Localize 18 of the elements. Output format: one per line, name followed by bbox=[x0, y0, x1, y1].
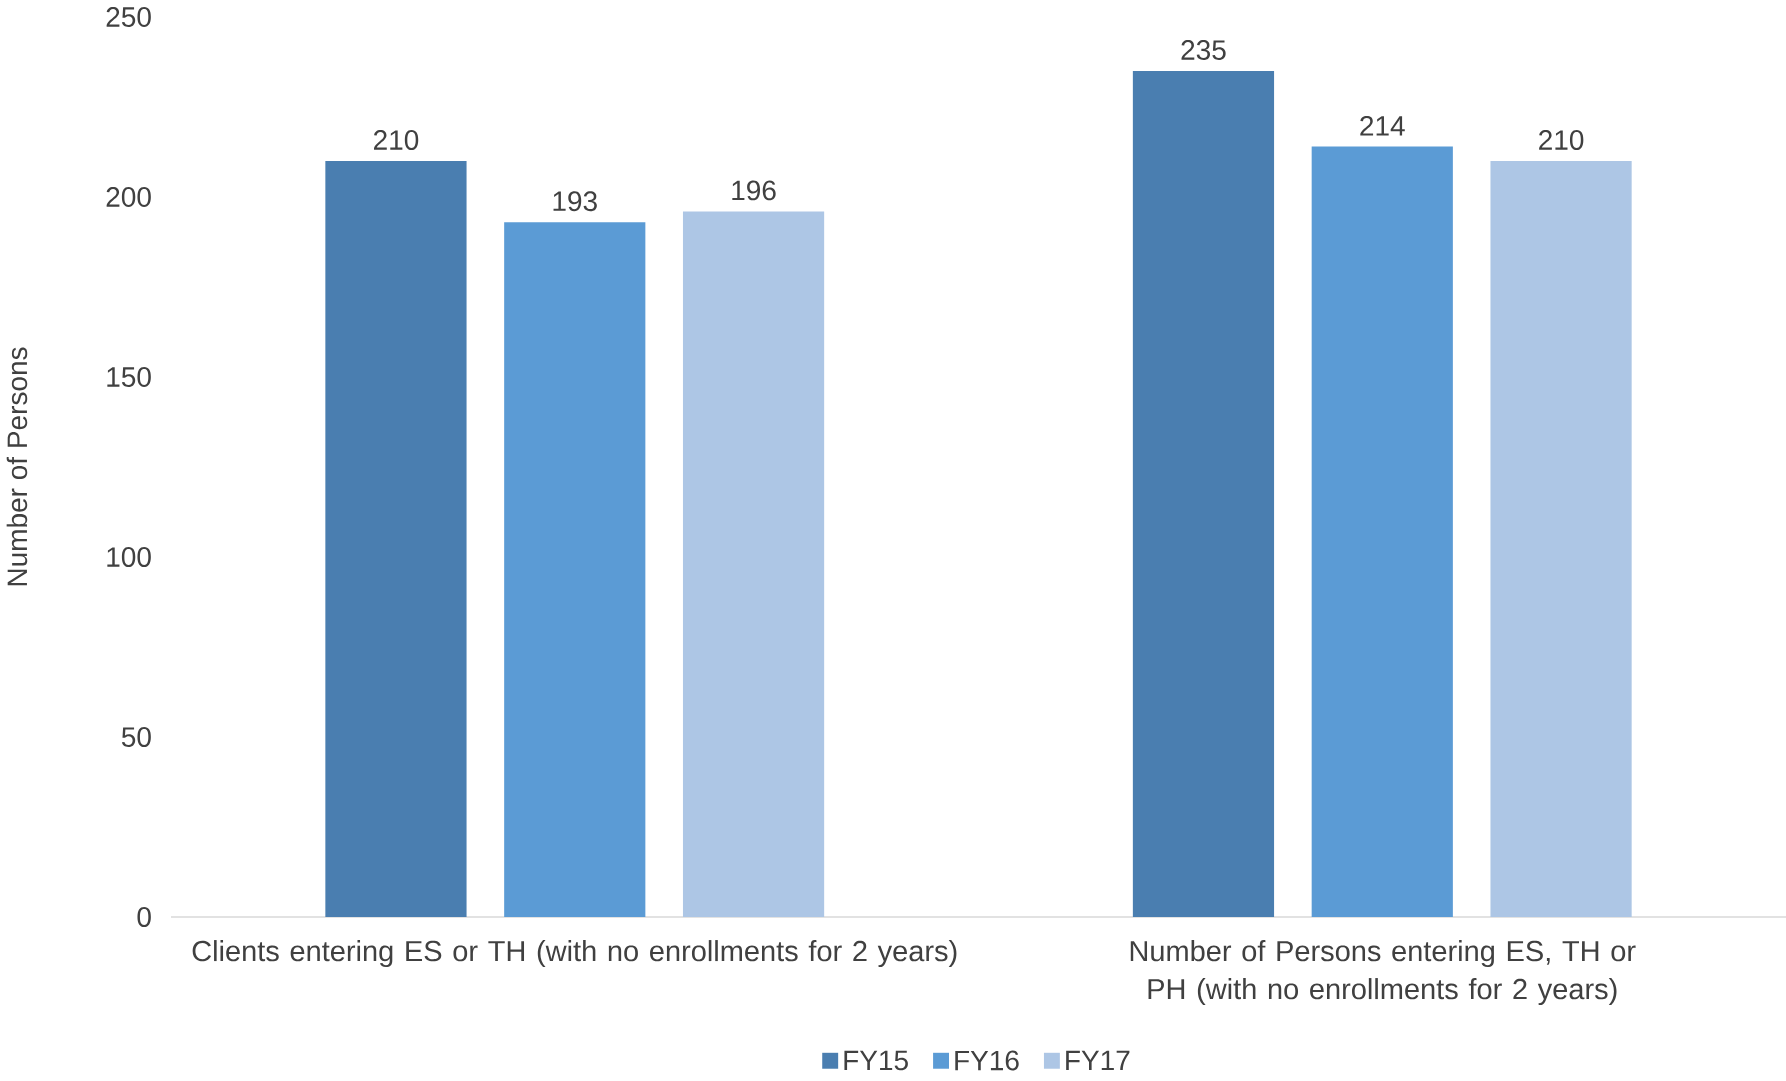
x-tick-label: Clients entering ES or TH (with no enrollments for 2 years) bbox=[192, 940, 957, 968]
y-tick-label: 250 bbox=[106, 7, 151, 27]
data-label: 196 bbox=[732, 180, 776, 201]
data-label: 235 bbox=[1181, 40, 1226, 60]
data-label: 193 bbox=[553, 191, 597, 212]
y-tick-label: 0 bbox=[137, 907, 151, 927]
y-tick-label: 50 bbox=[121, 727, 151, 747]
y-tick-label: 150 bbox=[107, 367, 151, 387]
y-tick-label: 100 bbox=[107, 547, 151, 567]
y-axis-title: Number of Persons bbox=[6, 347, 28, 586]
data-label: 214 bbox=[1360, 115, 1405, 136]
data-label: 210 bbox=[1539, 130, 1584, 150]
legend-label: FY15 bbox=[844, 1050, 908, 1071]
legend-label: FY16 bbox=[955, 1050, 1019, 1071]
data-label: 210 bbox=[374, 130, 419, 150]
x-tick-label: Number of Persons entering ES, TH or PH (with no enrollments for 2 years) bbox=[1130, 940, 1636, 1006]
y-tick-label: 200 bbox=[106, 187, 151, 207]
legend-label: FY17 bbox=[1066, 1050, 1130, 1071]
